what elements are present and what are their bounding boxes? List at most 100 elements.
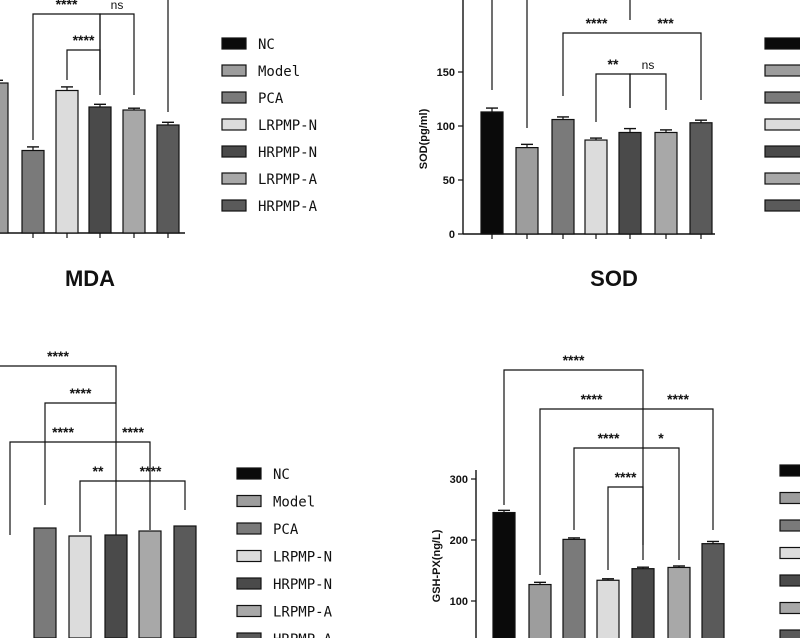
legend-swatch-lrpmp-n: [764, 118, 800, 131]
bar-hrpmp-n: [631, 568, 655, 638]
bar-model: [515, 147, 539, 235]
bar-model: [0, 82, 9, 234]
legend-swatch-hrpmp-a: [236, 632, 262, 638]
y-tick-label: 0: [449, 229, 455, 241]
legend-swatch-nc: [236, 467, 262, 480]
legend-swatch-hrpmp-n: [764, 145, 800, 158]
y-axis-label: SOD(pg/ml): [418, 108, 430, 169]
legend-swatch-lrpmp-a: [221, 172, 247, 185]
bar-hrpmp-n: [104, 534, 128, 638]
bar-hrpmp-a: [701, 543, 725, 638]
significance-bracket: [643, 447, 680, 560]
significance-label: ****: [73, 32, 95, 48]
legend-label-lrpmp-a: LRPMP-A: [273, 605, 333, 621]
y-tick-label: 50: [443, 175, 455, 187]
panel-mda: **** ns **** MDA NC Model PCA LRPMP-N HRPMP-N LRP…: [0, 0, 318, 291]
legend-label-model: Model: [273, 495, 315, 511]
legend-label-hrpmp-a: HRPMP-A: [258, 199, 318, 215]
significance-label: ns: [111, 0, 124, 12]
legend-swatch-hrpmp-a: [221, 199, 247, 212]
significance-bracket: [9, 441, 116, 535]
legend-swatch-lrpmp-a: [236, 604, 262, 618]
significance-bracket: [44, 402, 116, 505]
legend-label-lrpmp-a: LRPMP-A: [258, 172, 318, 188]
legend-label-lrpmp-n: LRPMP-N: [273, 550, 332, 566]
bar-lrpmp-n: [596, 579, 620, 638]
panel-title-sod: SOD: [590, 266, 638, 291]
bar-hrpmp-a: [689, 122, 713, 235]
legend-label-model: Model: [258, 64, 300, 80]
bar-model: [528, 583, 552, 638]
significance-label: ****: [581, 391, 603, 407]
significance-bracket: [595, 73, 631, 122]
bar-hrpmp-n: [618, 131, 642, 235]
significance-bracket: [629, 73, 667, 110]
legend-swatch-model: [764, 64, 800, 77]
bar-pca: [562, 538, 586, 638]
y-tick-label: 100: [437, 121, 455, 133]
bar-hrpmp-a: [173, 525, 197, 638]
legend-swatch-pca: [221, 91, 247, 104]
bar-lrpmp-a: [138, 530, 162, 638]
significance-bracket: [0, 365, 117, 535]
bar-lrpmp-n: [68, 535, 92, 638]
legend-label-pca: PCA: [258, 91, 284, 107]
legend-label-nc: NC: [273, 467, 290, 483]
significance-label: ****: [598, 430, 620, 446]
significance-label: ****: [563, 352, 585, 368]
legend-swatch-hrpmp-n: [779, 574, 800, 587]
significance-bracket: [503, 369, 644, 560]
bar-hrpmp-n: [88, 106, 112, 234]
legend-label-hrpmp-n: HRPMP-N: [273, 577, 332, 593]
legend-swatch-pca: [779, 519, 800, 532]
y-tick-label: 200: [450, 535, 468, 547]
legend-swatch-hrpmp-n: [221, 145, 247, 158]
legend-label-lrpmp-n: LRPMP-N: [258, 118, 317, 134]
legend-swatch-hrpmp-a: [764, 199, 800, 212]
significance-label: *: [658, 430, 664, 446]
significance-label: **: [93, 463, 104, 479]
bar-nc: [480, 111, 504, 235]
legend-swatch-hrpmp-n: [236, 577, 262, 590]
significance-bracket: [66, 49, 101, 95]
legend-swatch-lrpmp-a: [764, 172, 800, 185]
significance-label: **: [608, 56, 619, 72]
legend-label-hrpmp-a: HRPMP-A: [273, 632, 333, 638]
significance-bracket: [573, 447, 643, 530]
legend-swatch-nc: [221, 37, 247, 50]
significance-label: ns: [642, 58, 655, 72]
bar-lrpmp-a: [667, 566, 691, 638]
significance-label: ****: [140, 463, 162, 479]
bar-lrpmp-a: [122, 109, 146, 234]
legend-label-nc: NC: [258, 37, 275, 53]
y-tick-label: 300: [450, 474, 468, 486]
bar-nc: [492, 511, 516, 638]
bar-lrpmp-n: [55, 89, 79, 234]
legend-swatch-lrpmp-a: [779, 601, 800, 615]
legend-swatch-model: [221, 64, 247, 77]
legend-label-pca: PCA: [273, 522, 299, 538]
panel-bottom-left: ************ ****** **** NCModelPCALRPMP-NH…: [0, 348, 333, 638]
legend-label-hrpmp-n: HRPMP-N: [258, 145, 317, 161]
legend-swatch-lrpmp-n: [236, 549, 262, 563]
bar-lrpmp-a: [654, 131, 678, 235]
significance-label: ****: [70, 385, 92, 401]
significance-bracket: [79, 480, 116, 532]
y-tick-label: 100: [450, 596, 468, 608]
bar-pca: [551, 118, 575, 235]
significance-label: ****: [56, 0, 78, 12]
significance-label: ****: [586, 15, 608, 31]
bar-pca: [33, 527, 57, 638]
legend-swatch-hrpmp-a: [779, 629, 800, 638]
significance-label: ****: [122, 424, 144, 440]
y-tick-label: 150: [437, 67, 455, 79]
significance-label: ****: [615, 469, 637, 485]
legend-swatch-pca: [236, 522, 262, 535]
significance-label: ****: [47, 348, 69, 364]
significance-bracket: [99, 13, 135, 95]
legend-swatch-pca: [764, 91, 800, 104]
bar-lrpmp-n: [584, 139, 608, 235]
